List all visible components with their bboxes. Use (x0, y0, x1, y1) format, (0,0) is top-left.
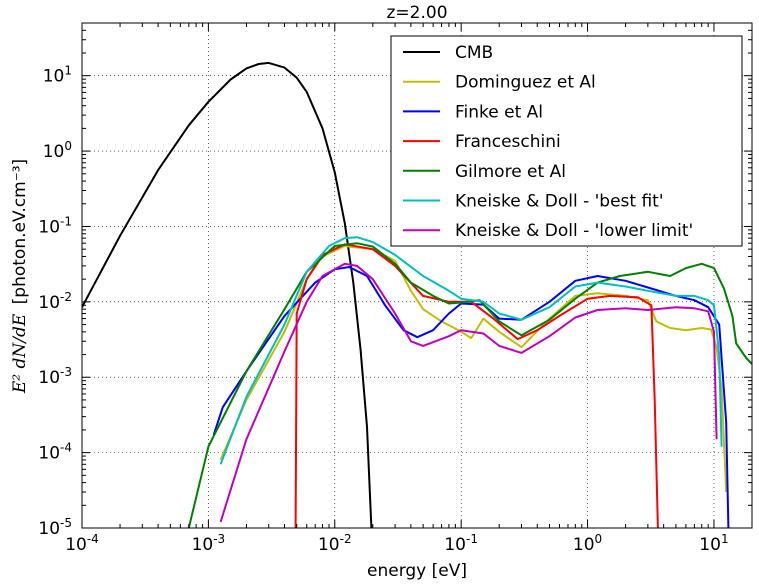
x-tick-exp: 0 (595, 532, 603, 546)
x-axis-label: energy [eV] (367, 561, 467, 581)
y-axis-label: E² dN/dE [photon.eV.cm⁻³] (10, 159, 30, 394)
x-tick-exp: -4 (87, 532, 99, 546)
y-tick-label: 10-5 (38, 516, 72, 539)
y-tick-label: 100 (43, 139, 72, 162)
series-line-kneiske-doll-lower-limit (219, 262, 718, 523)
x-tick-exp: -3 (213, 532, 225, 546)
x-tick-label: 100 (573, 532, 602, 555)
x-tick-base: 10 (444, 535, 466, 555)
x-tick-label: 10-1 (444, 532, 478, 555)
legend-label: CMB (455, 43, 493, 63)
y-tick-exp: -4 (60, 441, 72, 455)
x-tick-base: 10 (573, 535, 595, 555)
legend-label: Dominguez et Al (455, 73, 596, 93)
y-tick-base: 10 (38, 293, 60, 313)
y-tick-base: 10 (38, 444, 60, 464)
axis-ticks (81, 23, 752, 529)
y-tick-exp: 0 (64, 139, 72, 153)
x-tick-label: 101 (699, 532, 728, 555)
x-tick-exp: 1 (721, 532, 729, 546)
y-tick-label: 10-2 (38, 290, 72, 313)
y-tick-exp: -1 (60, 214, 72, 228)
series-group (82, 61, 752, 528)
y-tick-exp: -2 (60, 290, 72, 304)
legend-label: Franceschini (455, 132, 561, 152)
y-tick-label: 101 (43, 64, 72, 87)
y-tick-exp: 1 (64, 64, 72, 78)
y-axis-label-math: E² dN/dE (10, 313, 30, 394)
series-line-finke-et-al (212, 266, 730, 528)
x-tick-labels: 10-4 10-3 10-2 10-1 100 101 (65, 532, 728, 555)
plot-frame (81, 22, 753, 529)
series-line-cmb (82, 61, 373, 528)
x-tick-base: 10 (192, 535, 214, 555)
x-tick-exp: -2 (340, 532, 352, 546)
series-line-dominguez-et-al (219, 245, 728, 493)
x-tick-exp: -1 (466, 532, 478, 546)
y-tick-label: 10-1 (38, 214, 72, 237)
legend-label: Kneiske & Doll - 'best fit' (455, 192, 664, 212)
y-tick-exp: -5 (60, 516, 72, 530)
y-tick-base: 10 (38, 368, 60, 388)
y-tick-exp: -3 (60, 365, 72, 379)
x-tick-label: 10-4 (65, 532, 99, 555)
y-tick-base: 10 (38, 519, 60, 539)
x-tick-base: 10 (699, 535, 721, 555)
legend-box (390, 35, 743, 247)
legend-label: Kneiske & Doll - 'lower limit' (455, 221, 693, 241)
y-tick-label: 10-4 (38, 441, 72, 464)
x-tick-base: 10 (318, 535, 340, 555)
x-tick-base: 10 (65, 535, 87, 555)
y-tick-base: 10 (43, 67, 65, 87)
y-tick-label: 10-3 (38, 365, 72, 388)
series-line-kneiske-doll-best-fit (219, 236, 723, 465)
legend-label: Gilmore et Al (455, 162, 566, 182)
y-axis-label-unit: [photon.eV.cm⁻³] (10, 159, 30, 304)
y-tick-base: 10 (38, 217, 60, 237)
legend-label: Finke et Al (455, 102, 543, 122)
x-tick-label: 10-3 (192, 532, 226, 555)
x-tick-label: 10-2 (318, 532, 352, 555)
chart-title: z=2.00 (386, 3, 447, 23)
y-tick-base: 10 (43, 142, 65, 162)
legend: CMB Dominguez et Al Finke et Al Franceschin… (390, 35, 743, 247)
series-line-gilmore-et-al (187, 242, 752, 528)
